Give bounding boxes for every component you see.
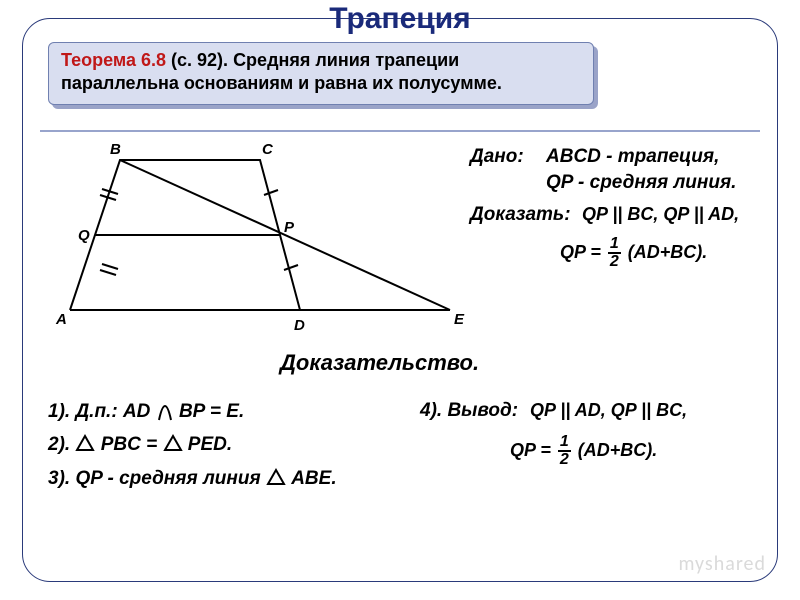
svg-text:D: D bbox=[294, 317, 305, 334]
prove-heading: Доказать: bbox=[470, 204, 571, 226]
page-title: Трапеция bbox=[0, 2, 800, 36]
step-3: 3). QP - средняя линия ABE. bbox=[48, 468, 337, 490]
given-heading-text: Дано: bbox=[470, 146, 524, 167]
svg-text:A: A bbox=[55, 311, 67, 328]
svg-text:Q: Q bbox=[78, 227, 90, 244]
triangle-icon bbox=[75, 434, 95, 452]
svg-text:C: C bbox=[262, 141, 274, 158]
fraction-half: 1 2 bbox=[608, 236, 621, 270]
theorem-box: Теорема 6.8 (с. 92). Средняя линия трапе… bbox=[48, 42, 594, 105]
trapezoid-diagram: A B C D E Q P bbox=[50, 140, 470, 340]
step-4-line2: QP = 1 2 (AD+BC). bbox=[510, 434, 657, 468]
intersect-icon bbox=[156, 400, 174, 422]
step-4-line1: QP || AD, QP || BC, bbox=[530, 400, 687, 421]
step-4-heading: 4). Вывод: bbox=[420, 400, 518, 422]
step-2: 2). PBC = PED. bbox=[48, 434, 232, 456]
svg-text:B: B bbox=[110, 141, 121, 158]
fraction-half: 1 2 bbox=[558, 434, 571, 468]
step-1: 1). Д.п.: AD BP = E. bbox=[48, 400, 244, 423]
svg-text:P: P bbox=[284, 219, 295, 236]
triangle-icon bbox=[266, 468, 286, 486]
given-line1: ABCD - трапеция, bbox=[546, 146, 719, 168]
theorem-number: Теорема 6.8 bbox=[61, 50, 166, 70]
prove-line2: QP = 1 2 (AD+BC). bbox=[560, 236, 707, 270]
watermark: myshared bbox=[678, 552, 766, 576]
triangle-icon bbox=[163, 434, 183, 452]
prove-line1: QP || BC, QP || AD, bbox=[582, 204, 739, 225]
given-heading: Дано: bbox=[470, 146, 524, 168]
theorem-ref: (с. 92). bbox=[171, 50, 228, 70]
proof-heading: Доказательство. bbox=[280, 350, 479, 376]
svg-text:E: E bbox=[454, 311, 465, 328]
rule-top bbox=[40, 130, 760, 132]
given-line2: QP - средняя линия. bbox=[546, 172, 736, 194]
